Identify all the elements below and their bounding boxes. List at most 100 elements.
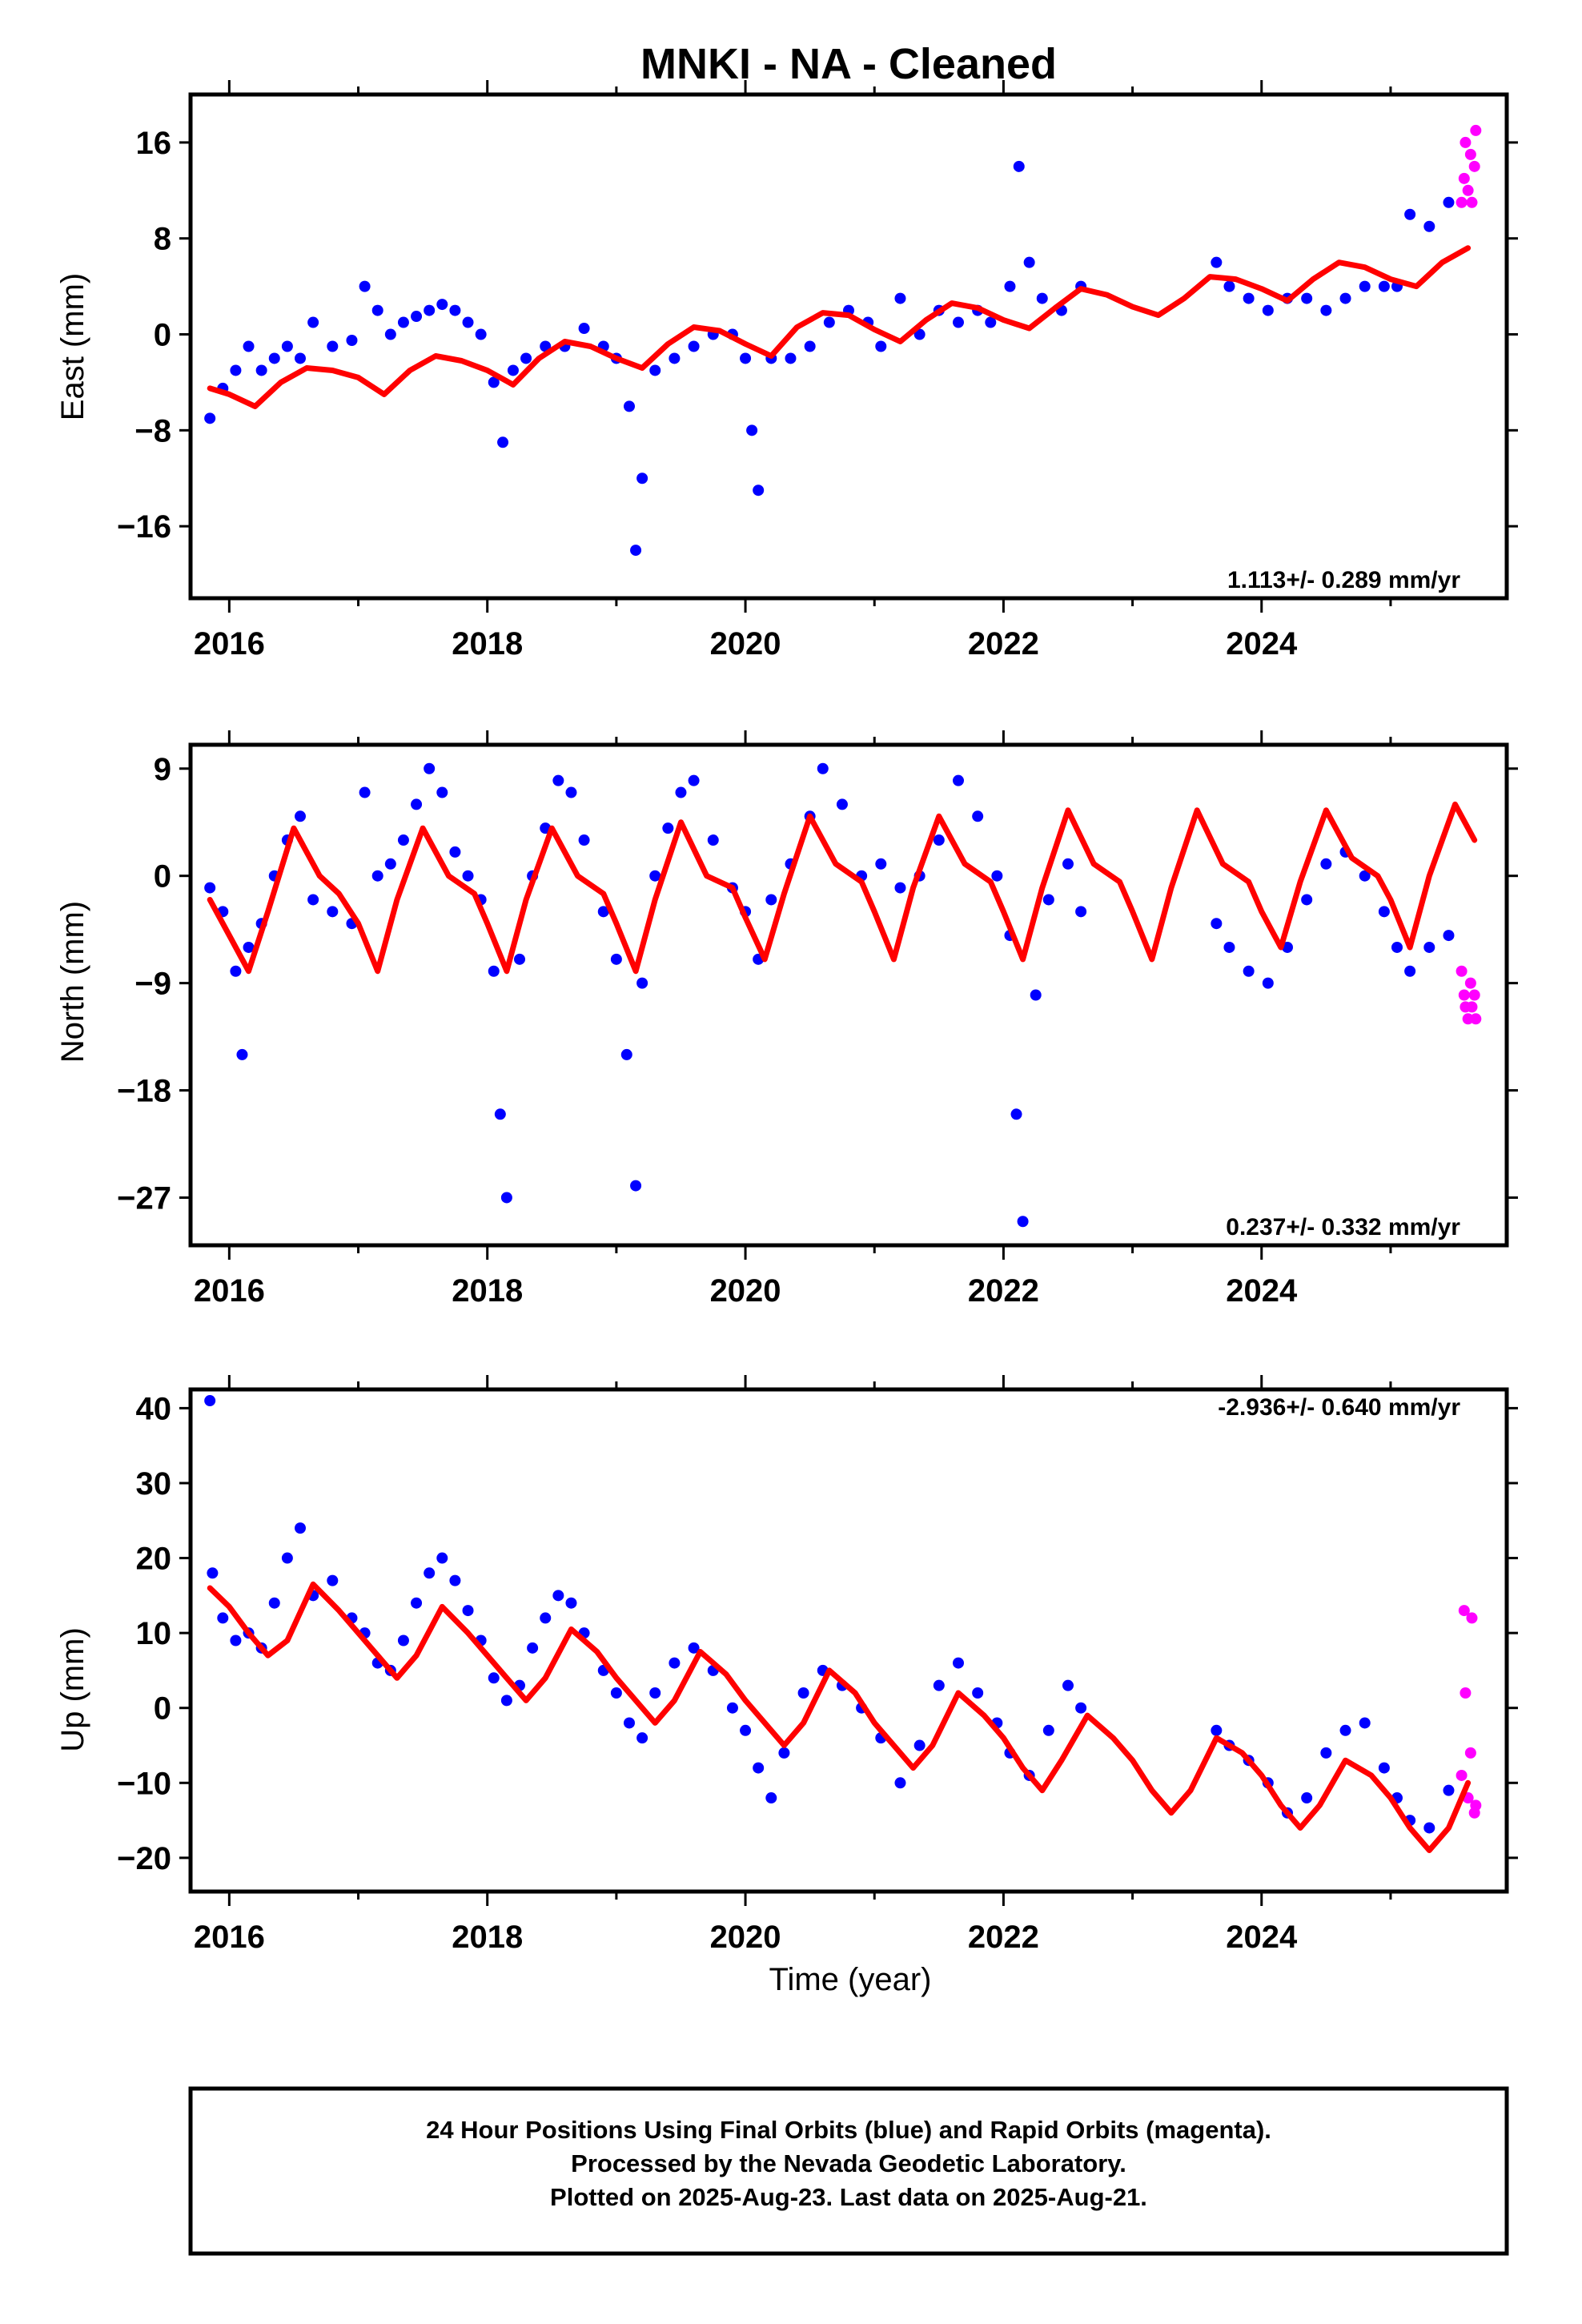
- east-final-point: [894, 292, 906, 304]
- east-x-tick-label: 2024: [1226, 626, 1298, 661]
- footer-line-3: Plotted on 2025-Aug-23. Last data on 202…: [550, 2183, 1147, 2211]
- north-final-point: [933, 834, 945, 846]
- up-rapid-point: [1458, 1605, 1470, 1617]
- north-model-line: [207, 801, 1478, 975]
- up-final-point: [527, 1642, 539, 1654]
- north-final-point: [1423, 941, 1435, 953]
- north-final-point: [230, 965, 242, 977]
- east-final-point: [1359, 280, 1371, 292]
- east-y-axis-label: East (mm): [55, 273, 90, 420]
- up-final-point: [281, 1552, 293, 1564]
- north-final-point: [204, 882, 216, 894]
- east-final-point: [449, 304, 461, 316]
- north-rapid-point: [1470, 1013, 1482, 1025]
- north-final-point: [1062, 858, 1074, 870]
- north-rapid-point: [1456, 965, 1468, 977]
- north-final-point: [610, 953, 622, 965]
- north-final-point: [636, 977, 648, 989]
- east-plot-frame: [188, 92, 1509, 601]
- up-final-point: [1301, 1792, 1313, 1804]
- up-y-tick-label: 20: [136, 1542, 172, 1577]
- north-final-point: [894, 882, 906, 894]
- north-x-tick-label: 2022: [968, 1273, 1039, 1309]
- east-final-point: [753, 485, 765, 497]
- east-final-point: [1036, 292, 1048, 304]
- up-rapid-point: [1460, 1687, 1472, 1699]
- up-rapid-point: [1466, 1612, 1478, 1624]
- up-final-point: [327, 1574, 339, 1586]
- east-final-point: [1262, 304, 1274, 316]
- north-final-point: [1404, 965, 1416, 977]
- east-rapid-point: [1460, 136, 1472, 148]
- north-final-point: [449, 846, 461, 858]
- east-final-point: [785, 352, 797, 364]
- east-final-point: [1301, 292, 1313, 304]
- east-rapid-point: [1470, 124, 1482, 136]
- up-rate-label: -2.936+/- 0.640 mm/yr: [1218, 1394, 1460, 1421]
- up-x-tick-label: 2020: [710, 1920, 781, 1955]
- east-final-point: [624, 400, 635, 412]
- east-final-point: [1211, 256, 1223, 268]
- north-final-point: [1010, 1108, 1022, 1120]
- up-final-point: [765, 1792, 777, 1804]
- north-final-point: [953, 774, 964, 786]
- east-final-point: [649, 364, 661, 376]
- north-final-point: [817, 762, 829, 774]
- east-final-point: [1223, 280, 1235, 292]
- east-final-point: [1023, 256, 1035, 268]
- up-x-tick-label: 2024: [1226, 1920, 1298, 1955]
- east-final-point: [497, 436, 509, 448]
- north-final-point: [875, 858, 887, 870]
- east-final-point: [371, 304, 383, 316]
- up-x-tick-label: 2016: [194, 1920, 265, 1955]
- north-final-point: [1042, 894, 1054, 906]
- east-final-point: [384, 328, 396, 340]
- east-final-point: [327, 340, 339, 352]
- east-final-point: [578, 323, 590, 335]
- up-final-point: [397, 1634, 409, 1647]
- north-final-point: [295, 810, 306, 822]
- up-final-point: [552, 1590, 564, 1602]
- east-y-tick-label: −16: [117, 509, 171, 545]
- east-final-point: [636, 472, 648, 485]
- east-y-tick-label: 8: [154, 222, 171, 257]
- east-x-tick-label: 2022: [968, 626, 1039, 661]
- east-y-tick-label: −8: [135, 413, 171, 448]
- north-rapid-point: [1468, 989, 1480, 1001]
- north-final-point: [1211, 918, 1223, 930]
- east-rapid-point: [1464, 148, 1476, 160]
- up-final-point: [268, 1597, 280, 1609]
- up-y-axis-label: Up (mm): [55, 1627, 90, 1752]
- east-final-point: [204, 412, 216, 424]
- up-final-point: [649, 1687, 661, 1699]
- north-final-point: [707, 834, 719, 846]
- north-plot-frame: [188, 742, 1509, 1248]
- north-x-tick-label: 2018: [452, 1273, 523, 1309]
- up-final-point: [204, 1395, 216, 1407]
- up-final-point: [449, 1574, 461, 1586]
- footer-line-1: 24 Hour Positions Using Final Orbits (bl…: [426, 2116, 1271, 2144]
- north-final-point: [620, 1048, 632, 1060]
- east-final-point: [1013, 160, 1025, 172]
- north-rapid-point: [1462, 1013, 1474, 1025]
- north-final-point: [462, 870, 474, 882]
- north-x-tick-label: 2016: [194, 1273, 265, 1309]
- up-final-point: [436, 1552, 448, 1564]
- north-final-point: [1359, 870, 1371, 882]
- up-final-point: [1359, 1717, 1371, 1729]
- north-final-point: [1378, 906, 1390, 918]
- up-final-point: [1378, 1762, 1390, 1774]
- east-final-point: [630, 545, 642, 557]
- north-final-point: [327, 906, 339, 918]
- up-final-point: [797, 1687, 809, 1699]
- up-final-point: [636, 1732, 648, 1744]
- north-final-point: [236, 1048, 248, 1060]
- east-final-point: [823, 316, 835, 328]
- up-final-point: [624, 1717, 635, 1729]
- north-y-tick-label: −18: [117, 1074, 171, 1109]
- north-final-point: [578, 834, 590, 846]
- east-final-point: [520, 352, 532, 364]
- up-final-point: [953, 1657, 964, 1669]
- north-final-point: [243, 941, 255, 953]
